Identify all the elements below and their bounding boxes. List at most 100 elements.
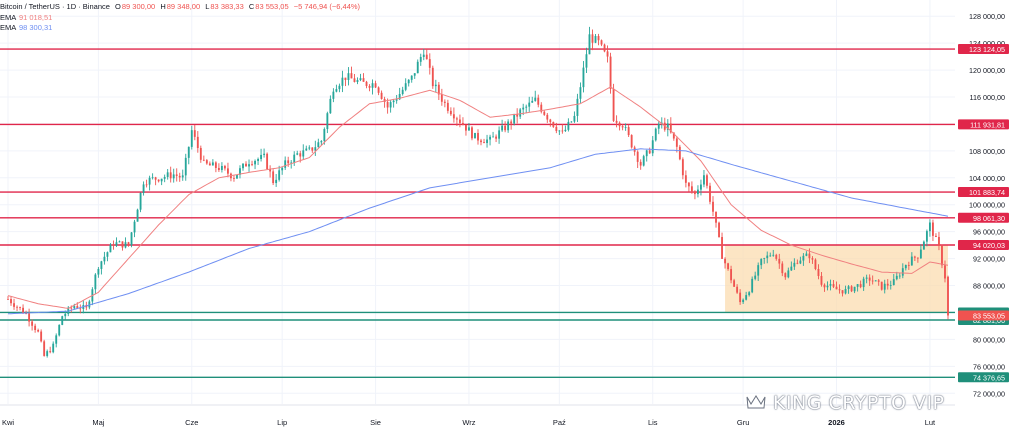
candle-body <box>675 138 678 147</box>
candle-body <box>49 351 52 353</box>
symbol-title[interactable]: Bitcoin / TetherUS · 1D · Binance <box>0 2 110 11</box>
candle-body <box>236 174 238 179</box>
candle-body <box>169 172 172 179</box>
candle-body <box>269 168 272 172</box>
candle-body <box>40 331 43 342</box>
time-tick-label: Kwi <box>2 418 14 427</box>
candle-body <box>172 174 175 179</box>
time-axis[interactable]: Kwi Maj Cze Lip Sie Wrz Paź Lis Gru 2026 Lut <box>0 404 1009 429</box>
low-value: 83 383,33 <box>210 2 244 11</box>
candle-body <box>835 286 838 290</box>
candle-body <box>754 275 757 279</box>
candle-body <box>522 107 525 110</box>
candle-body <box>148 177 151 185</box>
candle-body <box>693 191 696 195</box>
candle-body <box>227 168 229 174</box>
candle-body <box>290 162 293 164</box>
candle-body <box>537 97 540 105</box>
price-tick-label: 100 000,00 <box>969 201 1005 210</box>
candle-body <box>811 258 814 260</box>
candle-body <box>582 67 585 88</box>
price-tick-label: 116 000,00 <box>970 93 1005 102</box>
candle-body <box>64 313 67 317</box>
candle-body <box>275 179 278 184</box>
candle-body <box>365 81 368 86</box>
candle-body <box>211 162 214 166</box>
candle-body <box>534 97 537 101</box>
candle-body <box>452 114 455 119</box>
candle-body <box>139 192 142 210</box>
change-value: −5 746,94 (−6,44%) <box>293 2 361 11</box>
candle-body <box>832 284 835 287</box>
level-price-text: 123 124,05 <box>969 45 1005 54</box>
time-axis-bg[interactable] <box>0 404 1009 429</box>
watermark: KING CRYPTO VIP <box>745 392 945 415</box>
candle-body <box>669 123 672 133</box>
level-price-tag <box>958 212 1009 223</box>
candle-body <box>703 175 705 185</box>
level-price-tag <box>958 239 1009 250</box>
candle-body <box>419 56 422 62</box>
candle-body <box>775 254 778 259</box>
candle-body <box>570 121 573 123</box>
candle-body <box>88 301 91 308</box>
candle-body <box>43 341 46 356</box>
candle-body <box>525 106 528 108</box>
horizontal-levels[interactable] <box>0 48 955 378</box>
candle-body <box>181 175 184 178</box>
candle-body <box>796 262 799 264</box>
candle-body <box>913 256 916 258</box>
candle-body <box>46 351 49 356</box>
candle-body <box>335 89 338 92</box>
candle-body <box>362 78 365 82</box>
candle-body <box>838 289 841 291</box>
level-price-tag <box>958 372 1009 383</box>
candle-body <box>398 94 401 100</box>
candle-body <box>621 126 624 128</box>
candle-body <box>458 119 461 123</box>
candle-body <box>61 316 64 325</box>
price-tick-label: 104 000,00 <box>969 174 1005 183</box>
candle-body <box>736 286 739 293</box>
candle-body <box>678 146 681 160</box>
candle-body <box>856 284 859 287</box>
range-box[interactable] <box>725 244 948 313</box>
level-price-text: 98 061,30 <box>973 214 1005 223</box>
candle-body <box>784 273 787 278</box>
candle-body <box>883 283 886 290</box>
candle-body <box>772 254 775 256</box>
candle-body <box>540 104 543 112</box>
level-price-text: 82 881,06 <box>973 316 1005 325</box>
candle-body <box>187 146 190 158</box>
time-tick-label: Gru <box>737 418 750 427</box>
candle-body <box>425 54 428 60</box>
candle-body <box>106 252 109 257</box>
candle-body <box>564 129 567 131</box>
candle-body <box>576 98 579 116</box>
level-price-text: 74 376,65 <box>973 373 1005 382</box>
candle-body <box>919 249 922 259</box>
last-price-text: 83 553,05 <box>973 311 1005 320</box>
candle-body <box>118 241 121 243</box>
candle-body <box>706 175 708 186</box>
candle-body <box>528 102 531 107</box>
candle-body <box>492 136 494 138</box>
candle-body <box>889 285 892 286</box>
candle-body <box>175 174 178 176</box>
candle-body <box>471 127 473 139</box>
candle-body <box>742 299 745 303</box>
candle-body <box>510 121 513 124</box>
candle-body <box>585 54 588 68</box>
chart-grid <box>0 0 955 404</box>
candle-body <box>730 269 733 281</box>
candle-body <box>25 313 28 314</box>
price-axis-bg[interactable] <box>957 0 1009 404</box>
candle-body <box>489 136 491 140</box>
ema2-row[interactable]: EMA 98 300,31 <box>0 23 360 34</box>
candle-body <box>190 130 193 147</box>
candle-body <box>178 175 181 178</box>
price-axis[interactable]: 128 000,00 124 000,00 120 000,00 116 000,00… <box>957 0 1009 404</box>
ema1-row[interactable]: EMA 91 018,51 <box>0 13 360 24</box>
time-tick-label: Lip <box>277 418 287 427</box>
